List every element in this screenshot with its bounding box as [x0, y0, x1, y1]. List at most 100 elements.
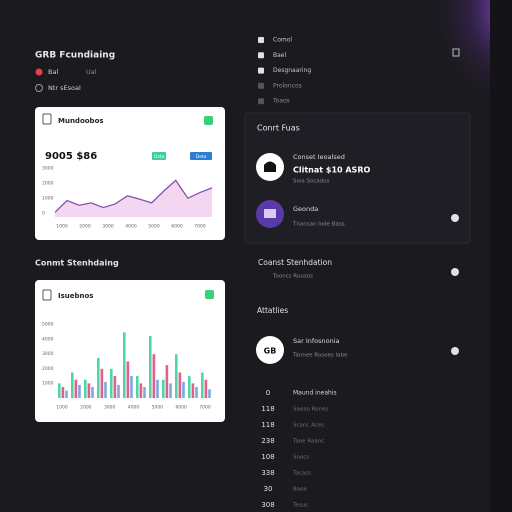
left-title: GRB Fcundiaing	[35, 51, 115, 61]
menu-item[interactable]: Toaos	[272, 98, 290, 105]
avatar-icon	[264, 209, 276, 218]
bar	[178, 372, 182, 398]
bar	[169, 383, 172, 398]
bar	[188, 376, 191, 398]
bar	[136, 376, 139, 398]
x-label: 1000	[56, 224, 68, 230]
x-label: 5000	[152, 405, 164, 411]
section-title: Attatlies	[257, 306, 288, 315]
bar	[71, 372, 74, 398]
table-label: Scanc Aces	[293, 423, 324, 429]
panel	[244, 112, 471, 244]
bar	[123, 332, 126, 398]
badge	[205, 290, 214, 299]
menu-icon	[258, 98, 264, 105]
table-label: Tesus	[292, 503, 308, 509]
bar	[104, 381, 107, 398]
section-sub: Tooncs Ruusos	[272, 274, 313, 280]
y-label: 1000	[42, 381, 54, 387]
item-title: Geonda	[293, 205, 318, 213]
bar	[74, 379, 78, 398]
filter-dot	[35, 84, 43, 92]
filter-dot	[35, 68, 43, 76]
section-title: Conmt Stenhdaing	[35, 259, 119, 268]
y-label: 1000	[42, 196, 54, 202]
x-label: 7000	[194, 224, 206, 230]
table-label: Taoe Raanc	[292, 439, 324, 445]
menu-item[interactable]: Comol	[273, 37, 292, 44]
bar	[126, 361, 130, 398]
bar	[139, 383, 143, 398]
y-label: 0	[42, 211, 45, 217]
bar	[175, 354, 178, 398]
avatar	[256, 336, 284, 364]
bar	[110, 368, 113, 398]
bar	[84, 379, 87, 398]
x-label: 6000	[171, 224, 183, 230]
bar	[91, 387, 94, 398]
item-sub: Soia Socados	[293, 179, 330, 185]
filter[interactable]: Bal	[48, 68, 58, 76]
y-label: 2000	[42, 181, 54, 187]
table-label: Baoe	[293, 487, 308, 493]
bar	[78, 384, 81, 398]
table-label: Tocass	[292, 471, 311, 477]
filter[interactable]: Ntr sEsoal	[48, 84, 81, 92]
tab[interactable]	[152, 152, 166, 160]
bar	[191, 383, 195, 398]
panel-title: Conrt Fuas	[257, 124, 300, 133]
menu-button[interactable]	[452, 48, 460, 57]
bar	[130, 376, 133, 398]
section-title: Coanst Stenhdation	[258, 258, 332, 267]
bar	[195, 387, 198, 398]
table-number: 118	[261, 421, 274, 429]
y-label: 4000	[42, 336, 54, 342]
item-title: Sar Infosnonia	[293, 337, 340, 345]
menu-icon	[258, 82, 264, 89]
bar	[156, 379, 159, 398]
avatar-icon	[264, 161, 276, 172]
menu-item[interactable]: Desgnaaring	[273, 67, 311, 74]
x-label: 1000	[56, 405, 68, 411]
item-sub: Tnansan Iode Bass	[292, 222, 345, 228]
card-title: Isuebnos	[58, 292, 93, 300]
action-icon[interactable]	[451, 347, 459, 355]
badge	[204, 116, 213, 125]
x-label: 4000	[125, 224, 137, 230]
bar	[149, 335, 152, 398]
menu-icon[interactable]	[452, 48, 460, 57]
table-label: Soocs	[293, 455, 309, 461]
y-label: 2000	[42, 366, 54, 372]
line	[54, 179, 213, 213]
tab-label[interactable]: Ozta	[154, 154, 165, 160]
edge	[490, 0, 512, 512]
x-label: 2000	[80, 405, 92, 411]
bar	[113, 376, 117, 398]
tab[interactable]	[190, 152, 212, 160]
amount: 9005 $86	[45, 151, 97, 162]
menu-icon	[258, 37, 264, 43]
table-number: 238	[261, 437, 274, 445]
bar	[162, 379, 165, 398]
item-sub: Tannee Rosoes Iabe	[292, 353, 348, 359]
tab-label[interactable]: Deta	[196, 154, 207, 160]
table-label: Saeaa Rones	[293, 407, 329, 413]
table-number: 0	[266, 389, 270, 397]
menu-item[interactable]: Bael	[273, 52, 286, 59]
item-value: Clitnat $10 ASRO	[293, 166, 370, 175]
table-number: 308	[261, 501, 274, 509]
bar	[165, 365, 169, 398]
x-label: 6000	[175, 405, 187, 411]
x-label: 2000	[79, 224, 91, 230]
x-label: 4000	[128, 405, 140, 411]
menu-item[interactable]: Proloncos	[273, 82, 302, 89]
filter[interactable]: Ual	[86, 68, 97, 76]
x-label: 3000	[104, 405, 116, 411]
bar	[204, 379, 208, 398]
action-icon[interactable]	[451, 214, 459, 222]
card-title: Mundoobos	[58, 117, 104, 125]
menu-icon	[258, 67, 264, 74]
y-label: 3000	[42, 351, 54, 357]
bar	[65, 390, 68, 398]
action-icon[interactable]	[451, 268, 459, 276]
